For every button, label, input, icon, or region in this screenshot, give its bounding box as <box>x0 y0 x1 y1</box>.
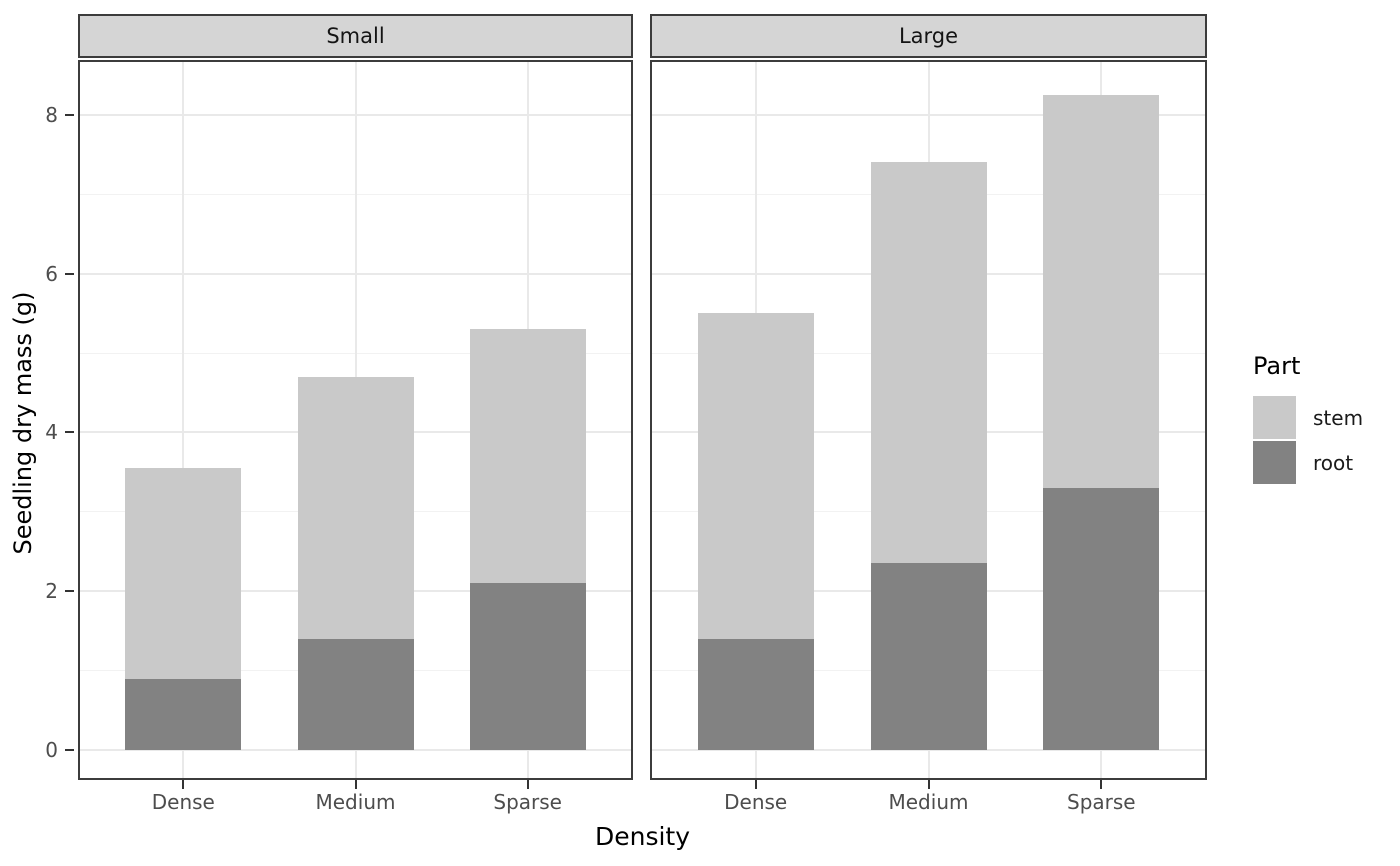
x-tick-mark <box>354 780 357 789</box>
x-tick-label: Dense <box>151 790 215 814</box>
x-tick-label: Sparse <box>1067 790 1136 814</box>
legend-item-stem: stem <box>1253 396 1400 439</box>
y-tick-label: 2 <box>45 579 58 604</box>
bar-segment-stem <box>297 376 414 639</box>
x-tick-mark <box>526 780 529 789</box>
facet-panel <box>78 60 633 780</box>
bar-segment-root <box>125 678 242 750</box>
stem-color-swatch <box>1253 396 1296 439</box>
legend-item-root: root <box>1253 441 1400 484</box>
y-tick-mark <box>65 431 74 434</box>
x-tick-mark <box>182 780 185 789</box>
y-tick-mark <box>65 113 74 116</box>
bar-segment-root <box>1043 487 1160 750</box>
legend-title: Part <box>1253 352 1301 380</box>
y-tick-mark <box>65 749 74 751</box>
bar-segment-stem <box>697 313 814 639</box>
facet-strip-label: Large <box>898 24 959 48</box>
x-axis-title: Density <box>594 822 691 851</box>
facet-strip: Large <box>650 14 1207 58</box>
x-tick-label: Medium <box>888 790 969 814</box>
legend-item-label: stem <box>1313 405 1364 430</box>
facet-strip-label: Small <box>326 24 385 48</box>
legend-item-label: root <box>1313 450 1354 475</box>
bar-segment-root <box>697 638 814 750</box>
x-tick-label: Medium <box>315 790 396 814</box>
bar-segment-stem <box>1043 94 1160 488</box>
x-tick-mark <box>927 780 930 789</box>
x-tick-mark <box>1100 780 1103 789</box>
bar-segment-stem <box>469 329 586 584</box>
y-tick-label: 0 <box>45 738 58 762</box>
bar-segment-root <box>469 583 586 750</box>
y-tick-mark <box>65 590 74 593</box>
bar-segment-root <box>870 563 987 750</box>
gridline-vertical <box>182 62 185 778</box>
facet-strip: Small <box>78 14 633 58</box>
y-tick-mark <box>65 272 74 275</box>
y-tick-label: 6 <box>45 261 58 286</box>
root-color-swatch <box>1253 441 1296 484</box>
y-tick-label: 8 <box>45 102 58 127</box>
legend: Part stem root <box>1253 352 1400 486</box>
bar-segment-root <box>297 638 414 750</box>
bar-segment-stem <box>870 162 987 564</box>
x-tick-label: Dense <box>724 790 788 814</box>
y-tick-label: 4 <box>45 420 58 445</box>
x-tick-label: Sparse <box>493 790 562 814</box>
facet-panel <box>650 60 1207 780</box>
bar-segment-stem <box>125 468 242 679</box>
x-tick-mark <box>754 780 757 789</box>
